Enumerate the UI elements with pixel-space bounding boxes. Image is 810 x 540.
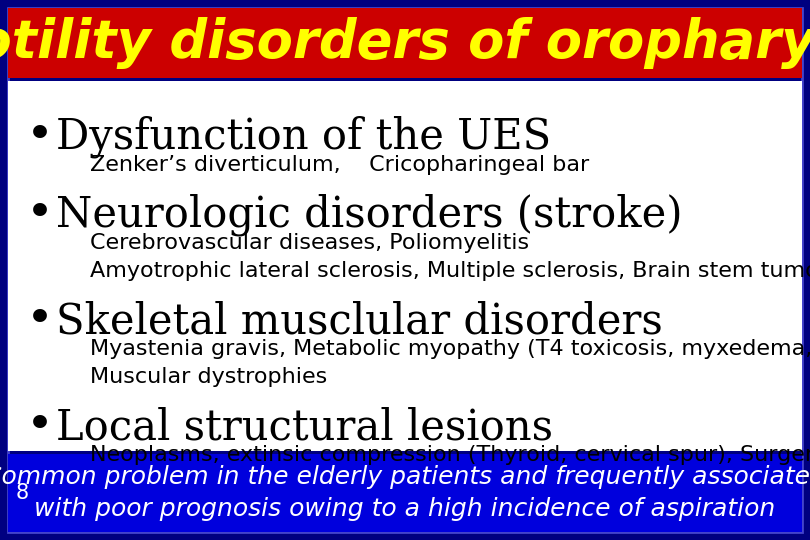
Text: Neoplasms, extinsic compression (Thyroid, cervical spur), Surgery: Neoplasms, extinsic compression (Thyroid… (90, 445, 810, 465)
Text: Amyotrophic lateral sclerosis, Multiple sclerosis, Brain stem tumor: Amyotrophic lateral sclerosis, Multiple … (90, 261, 810, 281)
Text: •: • (26, 404, 54, 449)
Text: Myastenia gravis, Metabolic myopathy (T4 toxicosis, myxedema, steroid): Myastenia gravis, Metabolic myopathy (T4… (90, 339, 810, 359)
Text: Zenker’s diverticulum,    Cricopharingeal bar: Zenker’s diverticulum, Cricopharingeal b… (90, 155, 589, 175)
Text: Skeletal musclular disorders: Skeletal musclular disorders (56, 300, 663, 342)
Text: Motility disorders of oropharynx: Motility disorders of oropharynx (0, 17, 810, 69)
Bar (8, 81, 802, 451)
Text: •: • (26, 192, 54, 238)
Text: •: • (26, 299, 54, 343)
Text: Common problem in the elderly patients and frequently associated
with poor progn: Common problem in the elderly patients a… (0, 465, 810, 521)
Text: •: • (26, 114, 54, 159)
Text: 8: 8 (16, 483, 29, 503)
Text: Dysfunction of the UES: Dysfunction of the UES (56, 116, 551, 158)
Text: Neurologic disorders (stroke): Neurologic disorders (stroke) (56, 194, 683, 237)
Bar (8, 8, 802, 78)
Text: Cerebrovascular diseases, Poliomyelitis: Cerebrovascular diseases, Poliomyelitis (90, 233, 529, 253)
Text: Muscular dystrophies: Muscular dystrophies (90, 367, 327, 387)
Text: Local structural lesions: Local structural lesions (56, 406, 553, 448)
Bar (8, 454, 802, 532)
